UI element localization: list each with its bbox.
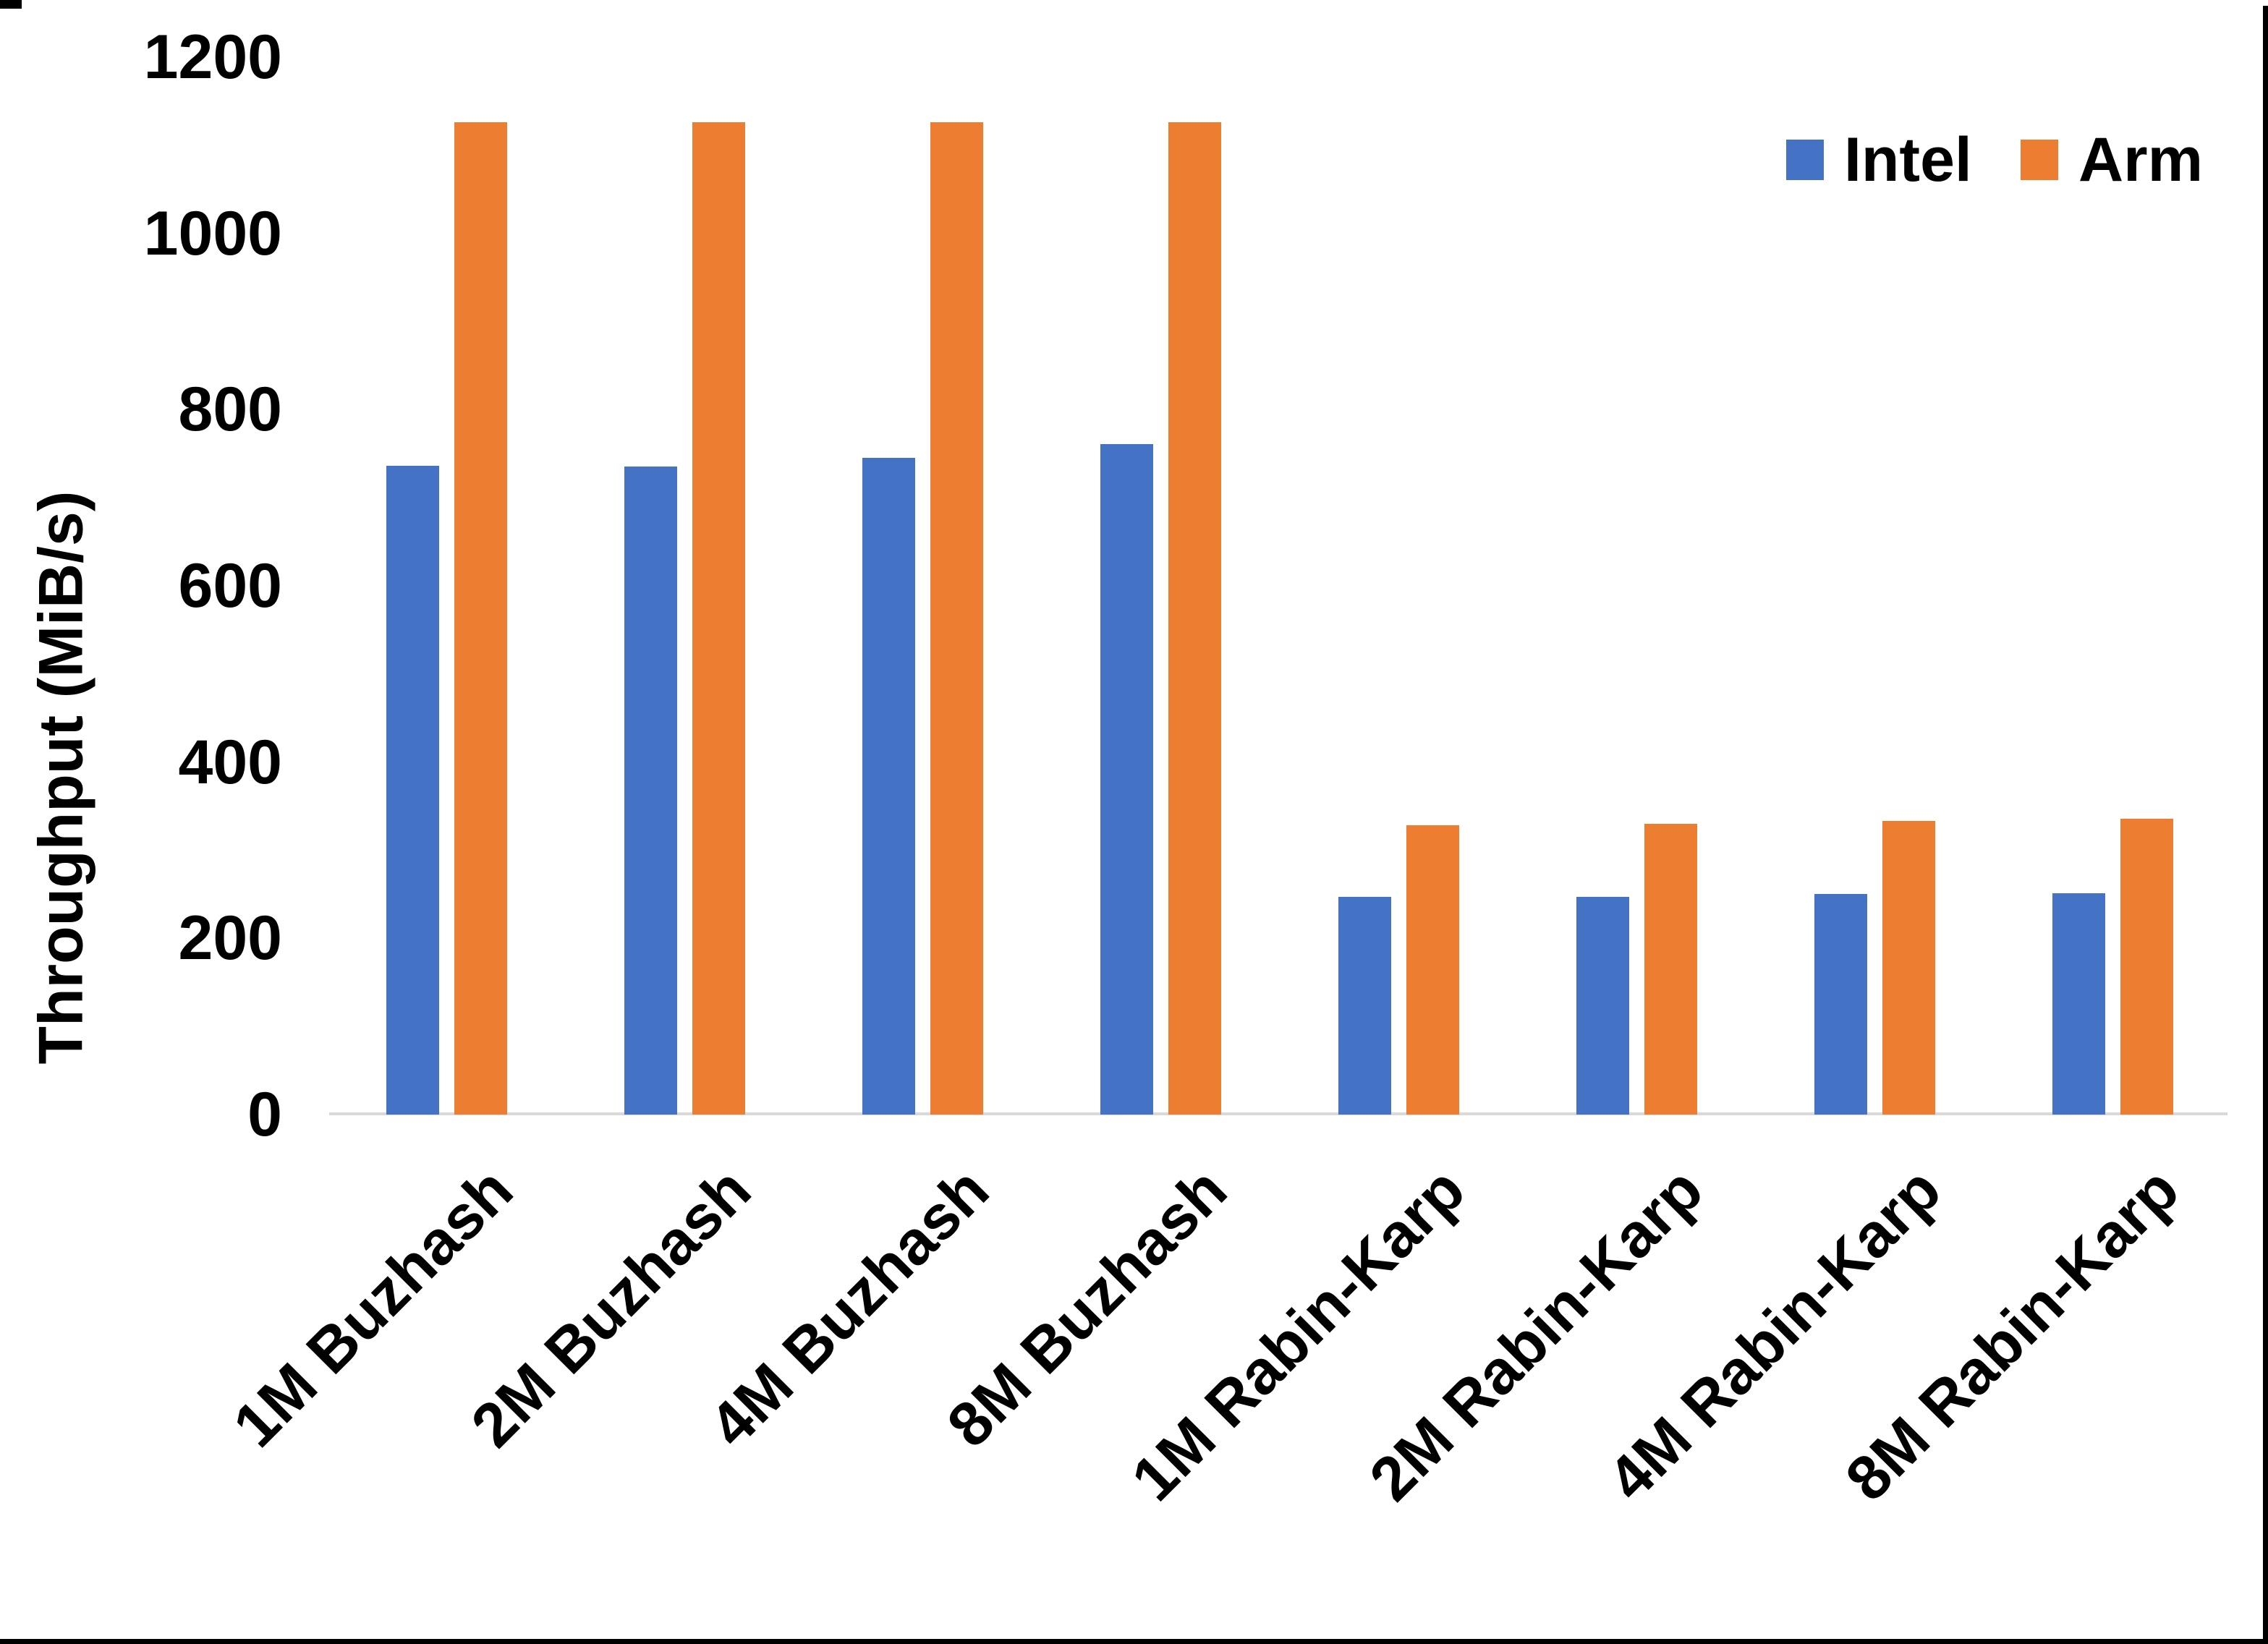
bar-arm-4m-buzhash <box>930 122 984 1115</box>
y-tick-label-400: 400 <box>178 727 283 797</box>
screen-edge-artifact-topleft <box>0 0 22 9</box>
bar-arm-1m-rabin-karp <box>1406 825 1460 1115</box>
legend-label-intel: Intel <box>1844 125 1972 195</box>
y-axis-title: Throughput (MiB/s) <box>26 490 96 1065</box>
legend-item-arm: Arm <box>2021 129 2203 191</box>
legend-item-intel: Intel <box>1786 129 1972 191</box>
legend-label-arm: Arm <box>2078 125 2204 195</box>
bar-intel-4m-buzhash <box>862 458 916 1115</box>
bar-arm-2m-rabin-karp <box>1644 823 1698 1115</box>
legend-swatch-intel <box>1786 140 1824 180</box>
bar-arm-8m-rabin-karp <box>2120 818 2174 1115</box>
y-tick-label-800: 800 <box>178 375 283 445</box>
bar-intel-4m-rabin-karp <box>1814 894 1868 1115</box>
y-tick-label-200: 200 <box>178 903 283 974</box>
bar-intel-1m-rabin-karp <box>1338 897 1392 1115</box>
legend-swatch-arm <box>2021 140 2058 180</box>
bar-intel-1m-buzhash <box>386 466 439 1115</box>
screen-edge-artifact-right <box>2263 6 2268 1644</box>
bar-arm-4m-rabin-karp <box>1882 821 1936 1115</box>
bar-intel-2m-rabin-karp <box>1576 897 1630 1115</box>
screen-edge-artifact-bottom <box>0 1639 2268 1644</box>
bar-arm-8m-buzhash <box>1168 122 1222 1115</box>
bar-intel-2m-buzhash <box>624 467 678 1115</box>
y-tick-label-1000: 1000 <box>143 198 282 268</box>
y-tick-label-600: 600 <box>178 550 283 621</box>
bar-arm-2m-buzhash <box>692 122 746 1115</box>
bar-intel-8m-buzhash <box>1100 443 1154 1115</box>
bar-arm-1m-buzhash <box>454 122 507 1115</box>
y-tick-label-0: 0 <box>247 1080 282 1149</box>
bar-intel-8m-rabin-karp <box>2052 893 2106 1115</box>
y-tick-label-1200: 1200 <box>143 22 282 92</box>
x-axis-line <box>329 1112 2227 1115</box>
